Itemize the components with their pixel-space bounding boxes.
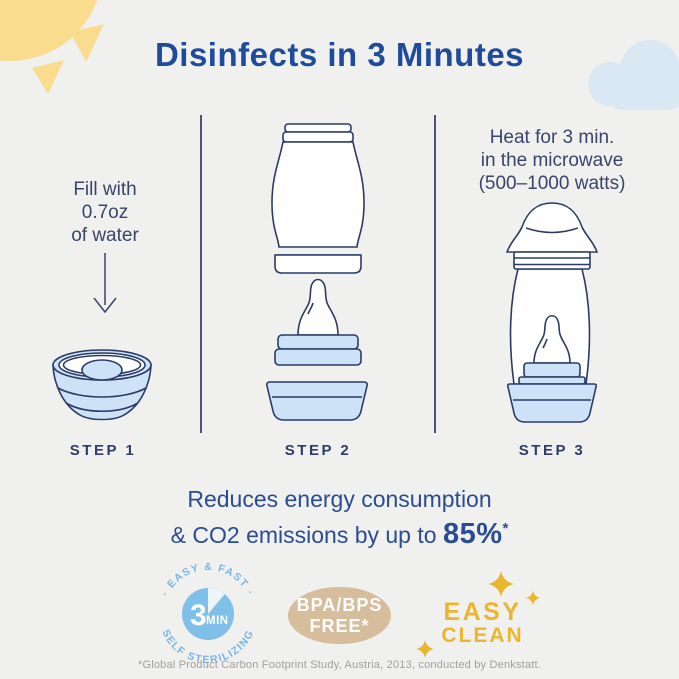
easy-clean-line1: EASY [443,598,522,626]
step3-instruction-line3: (500–1000 watts) [478,173,626,194]
assembled-bottle-illustration [505,202,599,423]
step2-label: STEP 2 [284,442,352,459]
step1-instruction-line2: 0.7oz [81,202,129,223]
column-divider-right [434,115,436,433]
easy-clean-line2: CLEAN [441,624,524,647]
badge-unit: MIN [206,615,229,627]
claim-line2-prefix: & CO2 emissions by up to [170,522,443,548]
page-title: Disinfects in 3 Minutes [154,36,525,73]
step3-instruction-line2: in the microwave [480,150,624,171]
step1-instruction-line1: Fill with [73,179,137,200]
claim-text: Reduces energy consumption & CO2 emissio… [0,484,679,550]
step3-instruction-line1: Heat for 3 min. [489,127,615,148]
bottle-parts-illustration [265,123,369,421]
step3-label: STEP 3 [518,442,586,459]
step1-instruction: Fill with 0.7oz of water [25,178,185,247]
claim-highlight: 85% [442,518,503,550]
self-sterilizing-badge: 3 MIN · EASY & FAST · SELF STERILIZING [159,561,255,666]
step1-instruction-line3: of water [71,225,139,246]
claim-footnote-marker: * [502,520,509,537]
step3-instruction: Heat for 3 min. in the microwave (500–10… [452,126,652,195]
column-divider-left [200,115,202,433]
claim-line2: & CO2 emissions by up to 85%* [0,514,679,550]
step1-label: STEP 1 [69,442,137,459]
claim-line1: Reduces energy consumption [187,486,492,512]
sun-icon [0,0,104,94]
bpa-free-line2: FREE* [309,615,370,636]
sparkle-icon [416,571,540,658]
bpa-free-line1: BPA/BPS [296,594,383,615]
bowl-illustration [52,349,152,421]
cloud-icon [588,40,679,110]
bpa-free-badge: BPA/BPS FREE* [288,587,391,644]
easy-clean-badge: EASY CLEAN [425,599,540,647]
badge-clock-wedge [208,588,225,614]
footnote: *Global Product Carbon Footprint Study, … [137,659,542,671]
arrow-down-icon [93,253,117,314]
badge-number: 3 [190,599,207,632]
